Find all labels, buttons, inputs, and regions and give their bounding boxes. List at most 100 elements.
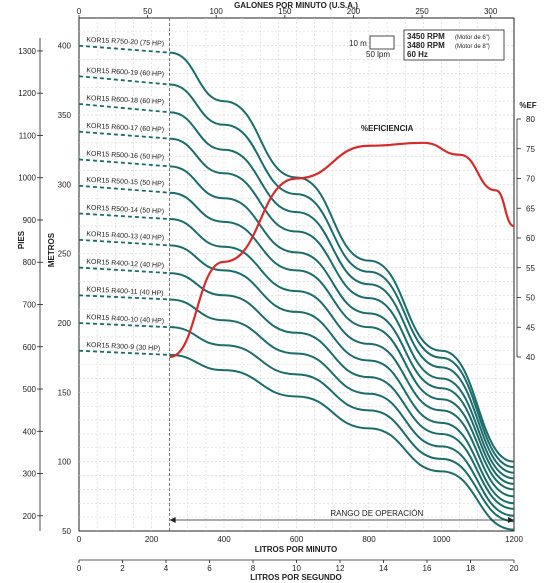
pump-curve-shutoff [78, 130, 170, 140]
top-axis-tick-label: 0 [77, 7, 82, 16]
left2-axis-tick-label: 200 [58, 319, 72, 328]
top-axis-tick-label: 50 [143, 7, 152, 16]
chart-grid [78, 17, 515, 532]
pump-curve-label: KOR15 R400-11 (40 HP) [86, 286, 164, 297]
left-axis-tick-label: 900 [23, 216, 37, 225]
bottom-axis-tick-label: 800 [362, 535, 376, 544]
legend-rpm1-note: (Motor de 6") [455, 35, 490, 41]
left2-axis-tick-label: 300 [58, 180, 72, 189]
left-axis-tick-label: 300 [23, 470, 37, 479]
pump-curve [169, 353, 515, 531]
pump-curve-shutoff [78, 294, 170, 301]
bottom-axis-title: LITROS POR MINUTO [255, 545, 338, 554]
pump-curve [169, 244, 515, 505]
pump-curve-shutoff [78, 266, 170, 275]
right-axis-tick-label: 60 [526, 234, 535, 243]
left-axis-tick-label: 800 [23, 258, 37, 267]
pump-curve-label: KOR15 R600-19 (60 HP) [86, 67, 164, 78]
right-axis-tick-label: 75 [526, 145, 535, 154]
left-axis-tick-label: 200 [23, 512, 37, 521]
bottom-axis-tick-label: 0 [77, 535, 82, 544]
right-axis-tick-label: 70 [526, 175, 535, 184]
left-axis-tick-label: 1300 [18, 47, 36, 56]
bottom2-axis-tick-label: 12 [336, 564, 345, 573]
pump-curve-label: KOR15 R600-18 (60 HP) [86, 95, 164, 106]
pump-curve-shutoff [78, 212, 170, 220]
top-axis-tick-label: 200 [347, 7, 361, 16]
left2-axis-title: METROS [47, 232, 56, 267]
pump-curve [169, 137, 515, 480]
bottom2-axis-title: LITROS POR SEGUNDO [250, 573, 342, 582]
pump-curve-label: KOR15 R400-10 (40 HP) [86, 314, 164, 325]
pump-curve [169, 51, 515, 463]
right-axis-tick-label: 55 [526, 264, 535, 273]
pump-curve-shutoff [78, 349, 170, 356]
bottom2-axis-tick-label: 8 [251, 564, 256, 573]
bottom-axis-tick-label: 1200 [505, 535, 523, 544]
right-axis-tick-label: 45 [526, 323, 535, 332]
pump-curve [169, 165, 515, 485]
pump-curve-label: KOR15 R300-9 (30 HP) [86, 342, 160, 353]
pump-curve-label: KOR15 R400-13 (40 HP) [86, 231, 164, 242]
bottom2-axis-tick-label: 4 [164, 564, 169, 573]
left-axis-tick-label: 600 [23, 343, 37, 352]
curve-labels: KOR15 R750-20 (75 HP) KOR15 R600-19 (60 H… [86, 37, 413, 353]
left2-axis-tick-label: 250 [58, 250, 72, 259]
efficiency-curve-label: %EFICIENCIA [361, 124, 414, 133]
right-axis-tick-label: 40 [526, 353, 535, 362]
left-axis-tick-label: 500 [23, 385, 37, 394]
legend-scale-m: 10 m [349, 39, 367, 48]
right-axis-tick-label: 50 [526, 294, 535, 303]
left-axis-title: PIES [17, 230, 26, 249]
left2-axis-tick-label: 150 [58, 388, 72, 397]
bottom-axis-tick-label: 600 [290, 535, 304, 544]
bottom2-axis-tick-label: 10 [292, 564, 301, 573]
left2-axis-tick-label: 50 [62, 527, 71, 536]
pump-curve-shutoff [78, 322, 170, 329]
top-axis-tick-label: 300 [484, 7, 498, 16]
pump-curve [169, 272, 515, 510]
pump-curve [169, 326, 515, 523]
legend-scale-lpm: 50 lpm [366, 50, 390, 59]
pump-curve [169, 111, 515, 474]
bottom-axis-tick-label: 400 [217, 535, 231, 544]
pump-curve-shutoff [78, 184, 170, 194]
bottom2-axis-tick-label: 6 [207, 564, 212, 573]
pump-curves [78, 44, 515, 531]
top-axis-tick-label: 100 [210, 7, 224, 16]
pump-curve-label: KOR15 R750-20 (75 HP) [86, 37, 164, 48]
bottom2-axis-tick-label: 0 [77, 564, 82, 573]
operating-range-label: RANGO DE OPERACIÓN [330, 509, 423, 518]
legend-hz: 60 Hz [407, 50, 428, 59]
right-axis-title: %EF [519, 101, 536, 110]
legend-box: 10 m 50 lpm 3450 RPM (Motor de 6") 3480 … [349, 29, 505, 61]
bottom2-axis-tick-label: 16 [423, 564, 432, 573]
pump-curve-shutoff [78, 75, 170, 86]
pump-curve-shutoff [78, 44, 170, 54]
legend-scale-square [369, 35, 395, 50]
bottom-axis-tick-label: 1000 [433, 535, 451, 544]
left-axis-tick-label: 1200 [18, 89, 36, 98]
pump-curve [169, 83, 515, 469]
pump-curve-label: KOR15 R400-12 (40 HP) [86, 259, 164, 270]
left-axis-tick-label: 700 [23, 301, 37, 310]
pump-curve [169, 218, 515, 498]
operating-range-arrowhead-left [169, 517, 176, 523]
left-axis-tick-label: 400 [23, 427, 37, 436]
bottom2-axis-tick-label: 20 [510, 564, 519, 573]
pump-curve-label: KOR15 R600-17 (60 HP) [86, 123, 164, 134]
pump-curve-shutoff [78, 158, 170, 168]
pump-curve-shutoff [78, 238, 170, 247]
top-axis-tick-label: 250 [415, 7, 429, 16]
left2-axis-tick-label: 100 [58, 458, 72, 467]
bottom2-axis-tick-label: 2 [120, 564, 125, 573]
left-axis-tick-label: 1100 [19, 131, 37, 140]
right-axis-tick-label: 80 [526, 115, 535, 124]
legend-rpm2: 3480 RPM [407, 41, 445, 50]
operating-range-arrowhead-right [508, 517, 514, 523]
legend-rpm1: 3450 RPM [407, 32, 445, 41]
pump-curve [169, 298, 515, 517]
pump-curve-label: KOR15 R500-14 (50 HP) [86, 205, 164, 216]
